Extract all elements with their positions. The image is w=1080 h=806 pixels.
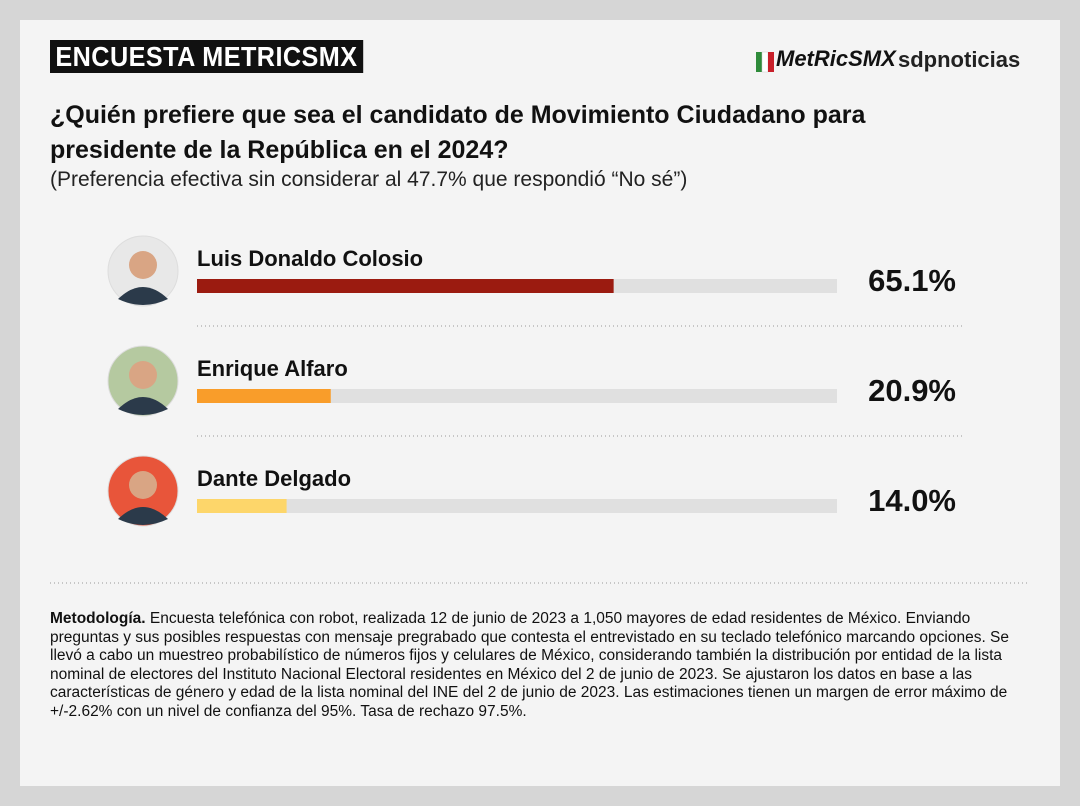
bar: [197, 389, 331, 403]
chart-subtitle: (Preferencia efectiva sin considerar al …: [50, 168, 688, 191]
methodology-text: Encuesta telefónica con robot, realizada…: [50, 610, 1010, 720]
logo: MetRicSMX: [776, 46, 896, 71]
photo-face: [129, 251, 157, 279]
photo-face: [129, 471, 157, 499]
bar-track: [197, 389, 837, 403]
photo-body: [118, 397, 168, 415]
photo-face: [129, 361, 157, 389]
bar: [197, 499, 287, 513]
methodology: Metodología. Encuesta telefónica con rob…: [50, 610, 1040, 722]
bar: [197, 279, 614, 293]
candidate-name: Dante Delgado: [197, 466, 351, 491]
logo-icon: [768, 52, 774, 72]
value-label: 65.1%: [868, 263, 956, 298]
logo-icon: [761, 51, 769, 73]
photo-body: [118, 287, 168, 305]
badge: ENCUESTA METRICSMX: [50, 40, 363, 73]
value-label: 20.9%: [868, 373, 956, 408]
partner-logo: sdpnoticias: [898, 47, 1021, 72]
rows: Luis Donaldo Colosio 65.1% Enrique Alfaro 2…: [107, 235, 965, 527]
candidate-name: Luis Donaldo Colosio: [197, 246, 423, 271]
bar-track: [197, 499, 837, 513]
methodology-label: Metodología.: [50, 610, 146, 627]
photo-body: [118, 507, 168, 525]
chart-title: ¿Quién prefiere que sea el candidato de …: [50, 101, 866, 164]
candidate-name: Enrique Alfaro: [197, 356, 348, 381]
value-label: 14.0%: [868, 483, 956, 518]
logo-icon: [756, 52, 762, 72]
